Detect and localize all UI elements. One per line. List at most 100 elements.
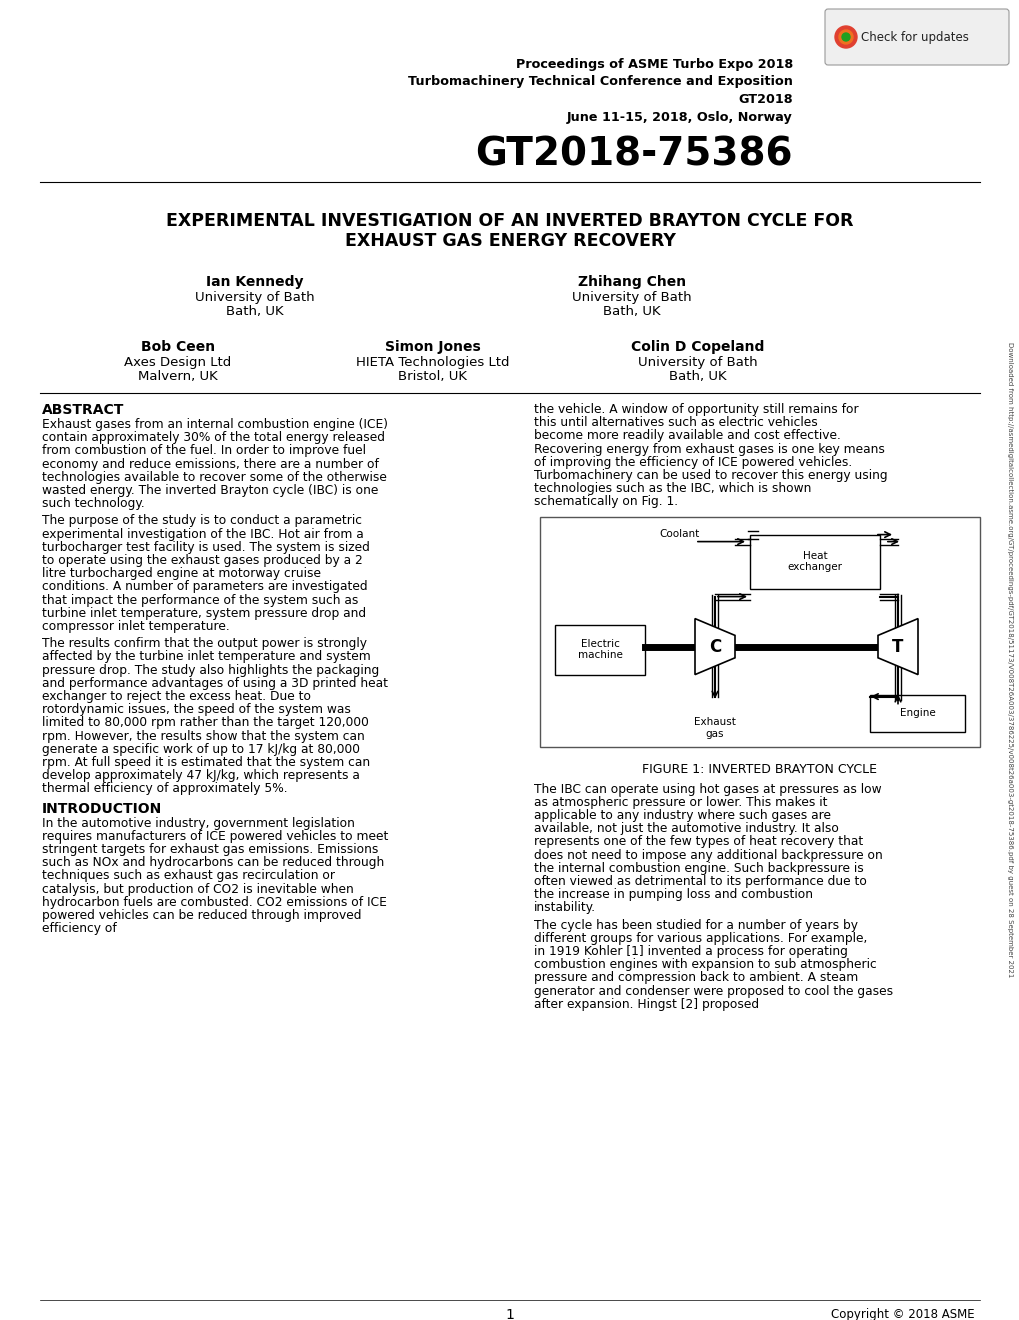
Text: Bob Ceen: Bob Ceen bbox=[141, 341, 215, 354]
Text: experimental investigation of the IBC. Hot air from a: experimental investigation of the IBC. H… bbox=[42, 528, 364, 541]
Text: Copyright © 2018 ASME: Copyright © 2018 ASME bbox=[830, 1308, 974, 1320]
Text: Exhaust gases from an internal combustion engine (ICE): Exhaust gases from an internal combustio… bbox=[42, 418, 387, 432]
Text: litre turbocharged engine at motorway cruise: litre turbocharged engine at motorway cr… bbox=[42, 568, 321, 581]
Text: the increase in pumping loss and combustion: the increase in pumping loss and combust… bbox=[534, 888, 812, 902]
Text: limited to 80,000 rpm rather than the target 120,000: limited to 80,000 rpm rather than the ta… bbox=[42, 717, 369, 730]
Text: Engine: Engine bbox=[899, 708, 934, 718]
Text: different groups for various applications. For example,: different groups for various application… bbox=[534, 932, 866, 945]
Text: Recovering energy from exhaust gases is one key means: Recovering energy from exhaust gases is … bbox=[534, 442, 884, 455]
FancyBboxPatch shape bbox=[554, 624, 644, 675]
Text: 1: 1 bbox=[505, 1308, 514, 1320]
Text: efficiency of: efficiency of bbox=[42, 923, 116, 935]
Text: as atmospheric pressure or lower. This makes it: as atmospheric pressure or lower. This m… bbox=[534, 796, 826, 809]
Text: become more readily available and cost effective.: become more readily available and cost e… bbox=[534, 429, 840, 442]
Text: Bristol, UK: Bristol, UK bbox=[398, 370, 467, 383]
Text: that impact the performance of the system such as: that impact the performance of the syste… bbox=[42, 594, 358, 607]
Text: EXPERIMENTAL INVESTIGATION OF AN INVERTED BRAYTON CYCLE FOR: EXPERIMENTAL INVESTIGATION OF AN INVERTE… bbox=[166, 213, 853, 230]
Text: Heat
exchanger: Heat exchanger bbox=[787, 550, 842, 573]
Text: generate a specific work of up to 17 kJ/kg at 80,000: generate a specific work of up to 17 kJ/… bbox=[42, 743, 360, 756]
Text: affected by the turbine inlet temperature and system: affected by the turbine inlet temperatur… bbox=[42, 651, 370, 664]
Text: FIGURE 1: INVERTED BRAYTON CYCLE: FIGURE 1: INVERTED BRAYTON CYCLE bbox=[642, 763, 876, 776]
FancyBboxPatch shape bbox=[749, 535, 879, 589]
Text: Downloaded from http://asmedigitalcollection.asme.org/GT/proceedings-pdf/GT2018/: Downloaded from http://asmedigitalcollec… bbox=[1006, 342, 1012, 978]
Text: Proceedings of ASME Turbo Expo 2018: Proceedings of ASME Turbo Expo 2018 bbox=[516, 58, 792, 71]
Circle shape bbox=[841, 33, 849, 41]
Polygon shape bbox=[694, 619, 735, 675]
Text: rotordynamic issues, the speed of the system was: rotordynamic issues, the speed of the sy… bbox=[42, 704, 351, 717]
Text: exchanger to reject the excess heat. Due to: exchanger to reject the excess heat. Due… bbox=[42, 690, 311, 704]
Text: University of Bath: University of Bath bbox=[195, 290, 315, 304]
Text: The results confirm that the output power is strongly: The results confirm that the output powe… bbox=[42, 638, 367, 651]
Text: turbine inlet temperature, system pressure drop and: turbine inlet temperature, system pressu… bbox=[42, 607, 366, 620]
Text: often viewed as detrimental to its performance due to: often viewed as detrimental to its perfo… bbox=[534, 875, 866, 888]
Text: Bath, UK: Bath, UK bbox=[226, 305, 283, 318]
Text: stringent targets for exhaust gas emissions. Emissions: stringent targets for exhaust gas emissi… bbox=[42, 843, 378, 855]
Text: Exhaust
gas: Exhaust gas bbox=[693, 717, 736, 739]
Text: hydrocarbon fuels are combusted. CO2 emissions of ICE: hydrocarbon fuels are combusted. CO2 emi… bbox=[42, 896, 386, 908]
Text: EXHAUST GAS ENERGY RECOVERY: EXHAUST GAS ENERGY RECOVERY bbox=[344, 232, 675, 249]
Text: Check for updates: Check for updates bbox=[860, 30, 968, 44]
Text: rpm. However, the results show that the system can: rpm. However, the results show that the … bbox=[42, 730, 365, 743]
Text: GT2018: GT2018 bbox=[738, 92, 792, 106]
Polygon shape bbox=[877, 619, 917, 675]
Text: Zhihang Chen: Zhihang Chen bbox=[578, 275, 686, 289]
Text: represents one of the few types of heat recovery that: represents one of the few types of heat … bbox=[534, 836, 862, 849]
Text: Colin D Copeland: Colin D Copeland bbox=[631, 341, 764, 354]
Text: the internal combustion engine. Such backpressure is: the internal combustion engine. Such bac… bbox=[534, 862, 863, 875]
Text: University of Bath: University of Bath bbox=[572, 290, 691, 304]
Text: Bath, UK: Bath, UK bbox=[602, 305, 660, 318]
Text: technologies such as the IBC, which is shown: technologies such as the IBC, which is s… bbox=[534, 482, 810, 495]
Text: from combustion of the fuel. In order to improve fuel: from combustion of the fuel. In order to… bbox=[42, 445, 366, 458]
Text: Ian Kennedy: Ian Kennedy bbox=[206, 275, 304, 289]
Text: such technology.: such technology. bbox=[42, 498, 145, 511]
Text: The IBC can operate using hot gases at pressures as low: The IBC can operate using hot gases at p… bbox=[534, 783, 880, 796]
Text: develop approximately 47 kJ/kg, which represents a: develop approximately 47 kJ/kg, which re… bbox=[42, 770, 360, 783]
Text: The purpose of the study is to conduct a parametric: The purpose of the study is to conduct a… bbox=[42, 515, 362, 528]
Text: in 1919 Kohler [1] invented a process for operating: in 1919 Kohler [1] invented a process fo… bbox=[534, 945, 847, 958]
Text: the vehicle. A window of opportunity still remains for: the vehicle. A window of opportunity sti… bbox=[534, 403, 858, 416]
Text: The cycle has been studied for a number of years by: The cycle has been studied for a number … bbox=[534, 919, 857, 932]
Text: requires manufacturers of ICE powered vehicles to meet: requires manufacturers of ICE powered ve… bbox=[42, 830, 388, 842]
Circle shape bbox=[839, 30, 852, 44]
Text: technologies available to recover some of the otherwise: technologies available to recover some o… bbox=[42, 471, 386, 484]
Text: Turbomachinery can be used to recover this energy using: Turbomachinery can be used to recover th… bbox=[534, 469, 887, 482]
Text: GT2018-75386: GT2018-75386 bbox=[475, 135, 792, 173]
Text: University of Bath: University of Bath bbox=[638, 356, 757, 370]
Text: Coolant: Coolant bbox=[659, 528, 699, 539]
Text: INTRODUCTION: INTRODUCTION bbox=[42, 801, 162, 816]
Text: available, not just the automotive industry. It also: available, not just the automotive indus… bbox=[534, 822, 838, 836]
Text: generator and condenser were proposed to cool the gases: generator and condenser were proposed to… bbox=[534, 985, 893, 998]
Text: Turbomachinery Technical Conference and Exposition: Turbomachinery Technical Conference and … bbox=[408, 75, 792, 88]
Text: June 11-15, 2018, Oslo, Norway: June 11-15, 2018, Oslo, Norway bbox=[567, 111, 792, 124]
Text: to operate using the exhaust gases produced by a 2: to operate using the exhaust gases produ… bbox=[42, 554, 363, 568]
Text: does not need to impose any additional backpressure on: does not need to impose any additional b… bbox=[534, 849, 881, 862]
Text: instability.: instability. bbox=[534, 902, 595, 915]
Text: conditions. A number of parameters are investigated: conditions. A number of parameters are i… bbox=[42, 581, 367, 594]
Text: Bath, UK: Bath, UK bbox=[668, 370, 727, 383]
Text: applicable to any industry where such gases are: applicable to any industry where such ga… bbox=[534, 809, 830, 822]
Text: after expansion. Hingst [2] proposed: after expansion. Hingst [2] proposed bbox=[534, 998, 758, 1011]
FancyBboxPatch shape bbox=[539, 516, 979, 747]
Text: of improving the efficiency of ICE powered vehicles.: of improving the efficiency of ICE power… bbox=[534, 455, 852, 469]
Text: pressure and compression back to ambient. A steam: pressure and compression back to ambient… bbox=[534, 972, 857, 985]
Text: pressure drop. The study also highlights the packaging: pressure drop. The study also highlights… bbox=[42, 664, 379, 677]
Text: C: C bbox=[708, 638, 720, 656]
FancyBboxPatch shape bbox=[824, 9, 1008, 65]
Text: economy and reduce emissions, there are a number of: economy and reduce emissions, there are … bbox=[42, 458, 378, 471]
Text: this until alternatives such as electric vehicles: this until alternatives such as electric… bbox=[534, 416, 817, 429]
Text: contain approximately 30% of the total energy released: contain approximately 30% of the total e… bbox=[42, 432, 384, 445]
Text: HIETA Technologies Ltd: HIETA Technologies Ltd bbox=[356, 356, 510, 370]
Text: T: T bbox=[892, 638, 903, 656]
Text: techniques such as exhaust gas recirculation or: techniques such as exhaust gas recircula… bbox=[42, 870, 334, 882]
Text: powered vehicles can be reduced through improved: powered vehicles can be reduced through … bbox=[42, 909, 361, 921]
Text: compressor inlet temperature.: compressor inlet temperature. bbox=[42, 620, 229, 634]
Text: thermal efficiency of approximately 5%.: thermal efficiency of approximately 5%. bbox=[42, 783, 287, 796]
Text: catalysis, but production of CO2 is inevitable when: catalysis, but production of CO2 is inev… bbox=[42, 883, 354, 895]
Text: combustion engines with expansion to sub atmospheric: combustion engines with expansion to sub… bbox=[534, 958, 876, 972]
Text: In the automotive industry, government legislation: In the automotive industry, government l… bbox=[42, 817, 355, 829]
Text: such as NOx and hydrocarbons can be reduced through: such as NOx and hydrocarbons can be redu… bbox=[42, 857, 384, 869]
Text: Axes Design Ltd: Axes Design Ltd bbox=[124, 356, 231, 370]
Text: ABSTRACT: ABSTRACT bbox=[42, 403, 124, 417]
Text: schematically on Fig. 1.: schematically on Fig. 1. bbox=[534, 495, 678, 508]
Text: wasted energy. The inverted Brayton cycle (IBC) is one: wasted energy. The inverted Brayton cycl… bbox=[42, 484, 378, 498]
